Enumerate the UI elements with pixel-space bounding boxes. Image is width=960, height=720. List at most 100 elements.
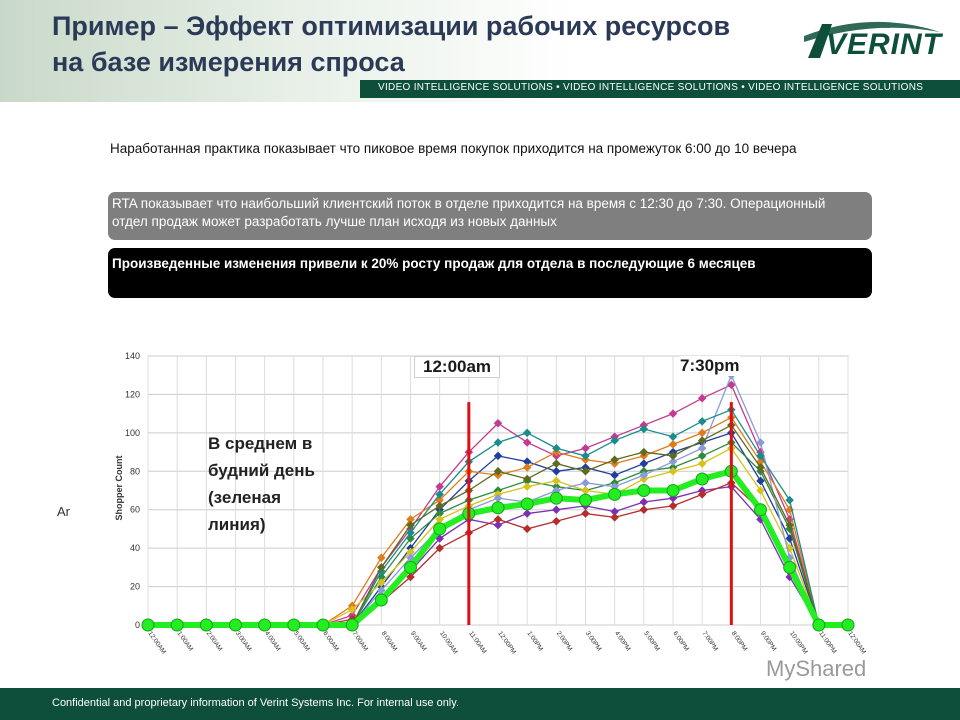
x-tick-label: 7:00PM [701,630,720,652]
x-tick-label: 9:00PM [759,630,778,652]
daily-series-point [377,563,386,572]
average-series-point [229,618,242,632]
daily-series-point [522,474,532,484]
daily-series-point [493,467,503,476]
x-tick-label: 1:00AM [176,630,195,652]
daily-series-point [522,457,532,466]
average-series-point [258,618,272,632]
marker-label-noon: 12:00am [414,356,501,378]
daily-series-point [522,438,532,447]
header-tagline-bar [360,80,960,98]
x-tick-label: 11:00PM [817,630,837,655]
x-tick-label: 10:00PM [788,630,809,655]
x-tick-label: 6:00AM [321,630,340,652]
daily-series-point [406,572,415,582]
x-tick-label: 3:00PM [584,630,603,652]
daily-series-point [435,482,444,491]
daily-series-point [377,586,386,595]
average-series-point [549,491,563,505]
average-series-point [666,484,680,497]
footer-bar [0,688,960,720]
x-tick-label: 3:00AM [234,630,253,652]
daily-series-point [756,476,765,486]
x-tick-label: 12:00AM [846,630,867,655]
watermark: MyShared [766,656,867,681]
x-tick-label: 12:00PM [496,630,517,655]
daily-series-point [406,547,415,557]
daily-series-point [435,543,444,553]
average-series-point [404,560,417,574]
header-tagline: VIDEO INTELLIGENCE SOLUTIONS • VIDEO INT… [378,82,924,93]
average-series-point [754,503,767,517]
y-tick-label: 140 [125,351,140,361]
daily-series-point [493,515,503,524]
daily-series-point [493,419,503,428]
daily-series-point [377,578,386,587]
daily-series-point [610,436,619,445]
x-tick-label: 10:00AM [438,630,459,655]
daily-series-point [435,509,444,518]
x-tick-label: 8:00PM [730,630,749,652]
daily-series-point [347,605,357,614]
average-series-point [199,618,213,632]
chart-svg: 0 20 40 60 80 100 120 140 12:00AM 1:00AM 2:00AM 3:0… [114,351,867,655]
average-series-point [491,501,505,515]
average-series-point [433,522,447,536]
daily-series-point [552,517,561,526]
daily-series-point [581,486,590,495]
daily-series-point [610,513,619,522]
daily-series-point [406,515,415,524]
average-series-point [695,472,709,486]
daily-series-point [522,463,532,472]
daily-series-point [668,501,678,511]
daily-series-point [639,497,649,507]
daily-series-point [493,451,503,461]
y-tick-label: 40 [130,543,140,553]
average-series-point [141,618,155,632]
daily-series-point [522,509,532,518]
y-tick-label: 120 [125,389,140,399]
x-tick-label: 2:00PM [555,630,574,652]
daily-series-point [552,505,561,514]
x-tick-label: 4:00PM [613,630,632,652]
daily-series-point [493,438,503,447]
result-callout: Произведенные изменения привели к 20% ро… [108,248,872,298]
chart-annotation: В среднем в будний день (зеленая линия) [208,434,315,534]
verint-logo-text: VERINT [826,28,943,61]
daily-series-point [493,520,503,530]
y-tick-label: 0 [135,620,140,630]
average-series-point [812,618,826,632]
shopper-count-chart: 0 20 40 60 80 100 120 140 12:00AM 1:00AM 2:00AM 3:0… [108,340,870,660]
x-tick-label: 8:00AM [380,630,399,652]
y-tick-label: 80 [130,466,140,476]
y-tick-label: 60 [130,505,140,515]
rta-callout: RTA показывает что наибольший клиентский… [108,192,872,240]
x-tick-label: 6:00PM [671,630,690,652]
daily-series-point [377,553,386,562]
x-tick-label: 9:00AM [409,630,428,652]
daily-series-point [639,424,649,434]
footer-text: Confidential and proprietary information… [52,697,459,709]
daily-series-point [552,476,561,486]
daily-series-point [552,443,561,453]
daily-series-point [668,440,678,449]
daily-series-point [435,490,444,499]
x-tick-label: 12:00AM [146,630,167,655]
daily-series-point [610,507,619,516]
daily-series-point [639,470,649,480]
daily-series-point [406,520,415,530]
y-axis-label: Shopper Count [114,456,124,521]
verint-logo [804,21,940,58]
x-tick-label: 7:00AM [351,630,370,652]
average-series-point [520,497,534,511]
daily-series-point [610,455,619,464]
marker-label-evening: 7:30pm [680,356,740,376]
daily-series-point [610,470,619,480]
daily-series-point [435,515,444,524]
x-tick-label: 5:00AM [292,630,311,652]
intro-text: Наработанная практика показывает что пик… [110,141,797,156]
daily-series-point [756,486,765,495]
y-tick-label: 100 [125,428,140,438]
daily-series-point [493,493,503,503]
average-series-point [345,618,359,632]
